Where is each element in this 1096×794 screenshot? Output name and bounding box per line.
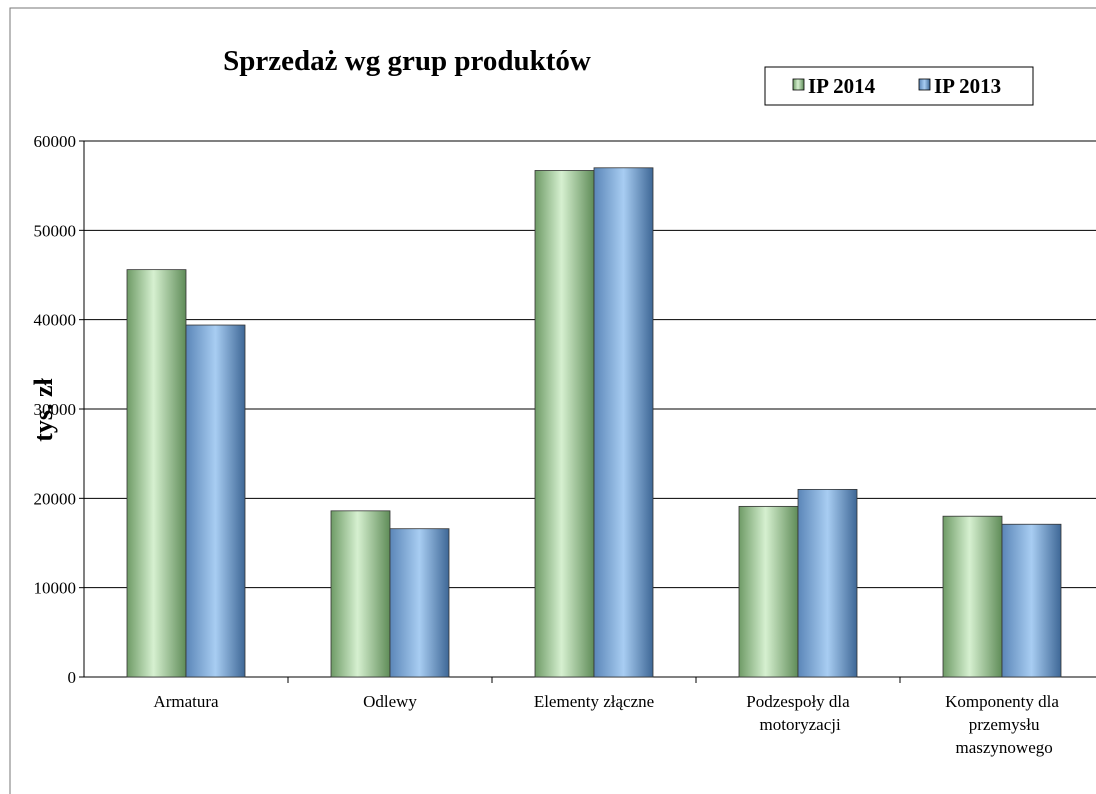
legend-swatch: [918, 78, 931, 91]
y-tick-label: 30000: [34, 400, 77, 419]
bar: [534, 170, 595, 678]
y-tick-label: 50000: [34, 221, 77, 240]
bar: [126, 269, 187, 678]
x-tick-label: Podzespoły dla motoryzacji: [746, 692, 850, 734]
y-tick-label: 40000: [34, 311, 77, 330]
y-tick-label: 20000: [34, 489, 77, 508]
legend-label: IP 2013: [934, 74, 1001, 98]
bar: [593, 167, 654, 678]
bar: [330, 510, 391, 678]
legend-label: IP 2014: [808, 74, 876, 98]
bar: [1001, 523, 1062, 678]
chart-title: Sprzedaż wg grup produktów: [223, 45, 591, 77]
bar: [389, 528, 450, 678]
legend-box: [764, 66, 1034, 106]
x-tick-label: Elementy złączne: [534, 692, 654, 711]
x-tick-label: Komponenty dla przemysłu maszynowego: [945, 692, 1059, 757]
y-tick-label: 0: [68, 668, 77, 687]
bar: [738, 505, 799, 678]
x-tick-label: Odlewy: [363, 692, 417, 711]
bar: [797, 488, 858, 678]
legend-swatch: [792, 78, 805, 91]
y-axis-label: tys. zł: [29, 377, 58, 441]
x-tick-label: Armatura: [153, 692, 219, 711]
y-tick-label: 60000: [34, 132, 77, 151]
bar: [185, 324, 246, 678]
chart-frame: [9, 7, 1096, 794]
y-tick-label: 10000: [34, 579, 77, 598]
bar: [942, 515, 1003, 678]
